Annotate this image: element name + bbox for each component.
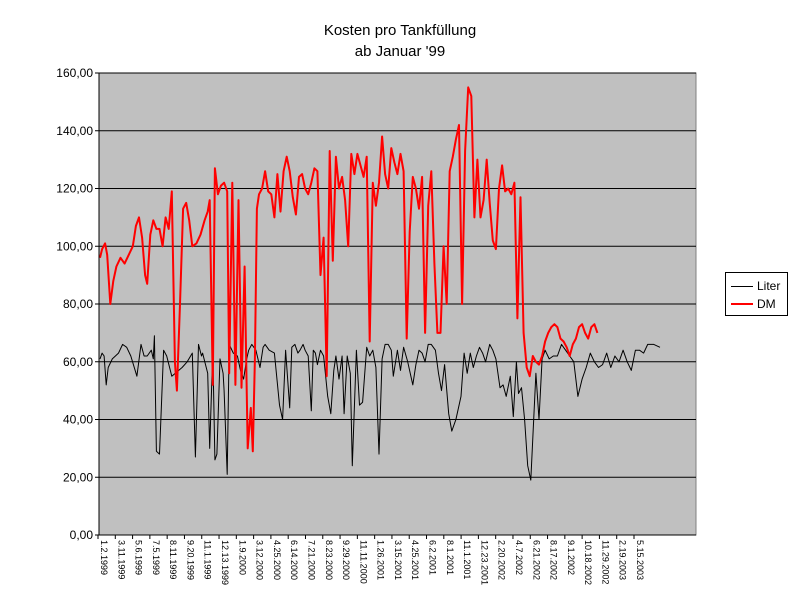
- x-tick-label: 2.20.2002: [497, 540, 507, 580]
- y-tick-label: 140,00: [56, 124, 93, 138]
- x-tick-label: 9.20.1999: [185, 540, 195, 580]
- y-tick-label: 80,00: [63, 297, 93, 311]
- y-tick-label: 160,00: [56, 66, 93, 80]
- x-tick-label: 6.14.2000: [289, 540, 299, 580]
- x-tick-label: 8.1.2001: [445, 540, 455, 575]
- legend-label-liter: Liter: [757, 279, 781, 293]
- x-tick-label: 11.1.1999: [203, 540, 213, 579]
- x-tick-label: 3.15.2001: [393, 540, 403, 580]
- x-tick-label: 11.1.2001: [462, 540, 472, 579]
- x-tick-label: 11.11.2000: [358, 540, 368, 584]
- legend-swatch-dm: [731, 303, 753, 305]
- chart-title: Kosten pro Tankfüllung: [323, 22, 477, 39]
- x-tick-label: 9.29.2000: [341, 540, 351, 580]
- x-tick-label: 3.12.2000: [255, 540, 265, 580]
- x-tick-label: 6.21.2002: [531, 540, 541, 580]
- x-tick-label: 5.15.2003: [635, 540, 645, 580]
- x-tick-label: 1.2.1999: [99, 540, 109, 575]
- legend: Liter DM: [725, 272, 788, 316]
- x-tick-label: 8.17.2002: [549, 540, 559, 580]
- x-tick-label: 6.2.2001: [428, 540, 438, 575]
- x-tick-label: 3.11.1999: [116, 540, 126, 579]
- series-line-dm: [99, 86, 599, 453]
- x-tick-label: 2.19.2003: [618, 540, 628, 580]
- x-tick-label: 12.23.2001: [479, 540, 489, 585]
- x-axis-ticks: 1.2.1999 3.11.1999 5.6.1999 7.5.1999 8.11.19…: [97, 535, 645, 585]
- x-tick-label: 4.7.2002: [514, 540, 524, 575]
- x-tick-label: 7.5.1999: [151, 540, 161, 575]
- y-axis-ticks: 0,00 20,00 40,00 60,00 80,00 100,00 120,00 140,…: [56, 66, 99, 542]
- y-tick-label: 40,00: [63, 413, 93, 427]
- x-tick-label: 11.29.2002: [600, 540, 610, 584]
- x-tick-label: 9.1.2002: [566, 540, 576, 575]
- y-tick-label: 0,00: [70, 528, 94, 542]
- x-tick-label: 1.26.2001: [376, 540, 386, 580]
- series-line-liter: [99, 335, 661, 481]
- y-tick-label: 20,00: [63, 470, 93, 484]
- series-lines: [99, 86, 661, 481]
- y-tick-label: 100,00: [56, 239, 93, 253]
- x-tick-label: 4.25.2001: [410, 540, 420, 580]
- x-tick-label: 12.13.1999: [220, 540, 230, 585]
- x-tick-label: 7.21.2000: [306, 540, 316, 580]
- x-tick-label: 1.9.2000: [237, 540, 247, 575]
- x-tick-label: 4.25.2000: [272, 540, 282, 580]
- y-tick-label: 60,00: [63, 355, 93, 369]
- legend-label-dm: DM: [757, 297, 776, 311]
- x-tick-label: 10.18.2002: [583, 540, 593, 585]
- chart-subtitle: ab Januar '99: [354, 43, 446, 60]
- x-tick-label: 8.11.1999: [168, 540, 178, 579]
- x-tick-label: 8.23.2000: [324, 540, 334, 580]
- legend-item-dm: DM: [731, 297, 776, 311]
- y-tick-label: 120,00: [56, 182, 93, 196]
- legend-item-liter: Liter: [731, 279, 780, 293]
- legend-swatch-liter: [731, 285, 753, 287]
- x-tick-label: 5.6.1999: [134, 540, 144, 575]
- chart-title-block: Kosten pro Tankfüllung ab Januar '99: [0, 20, 800, 62]
